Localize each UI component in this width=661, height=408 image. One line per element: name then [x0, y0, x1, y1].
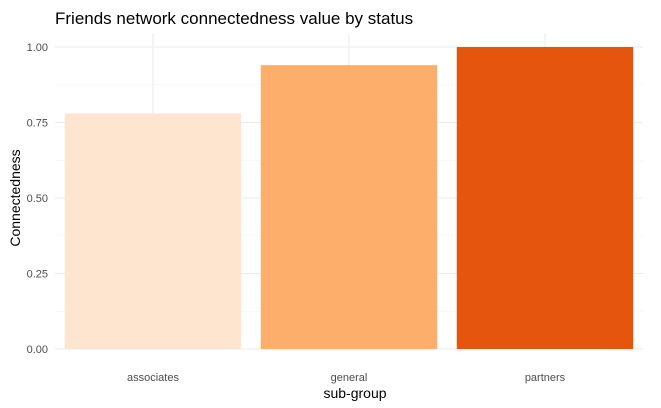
x-tick-label: general	[331, 372, 368, 384]
bar-general	[260, 65, 438, 350]
bars	[64, 47, 634, 350]
y-tick-label: 1.00	[27, 42, 48, 54]
bar-partners	[456, 47, 634, 349]
y-tick-label: 0.25	[27, 269, 48, 281]
y-ticks: 0.00 0.25 0.50 0.75 1.00	[27, 42, 48, 356]
y-axis-label: Connectedness	[7, 149, 23, 246]
y-tick-label: 0.50	[27, 193, 48, 205]
chart-title: Friends network connectedness value by s…	[55, 9, 413, 28]
y-tick-label: 0.75	[27, 118, 48, 130]
x-tick-label: partners	[525, 372, 566, 384]
bar-associates	[64, 113, 242, 349]
x-ticks: associates general partners	[127, 372, 566, 384]
y-tick-label: 0.00	[27, 344, 48, 356]
x-axis-label: sub-group	[323, 385, 386, 401]
x-tick-label: associates	[127, 372, 179, 384]
